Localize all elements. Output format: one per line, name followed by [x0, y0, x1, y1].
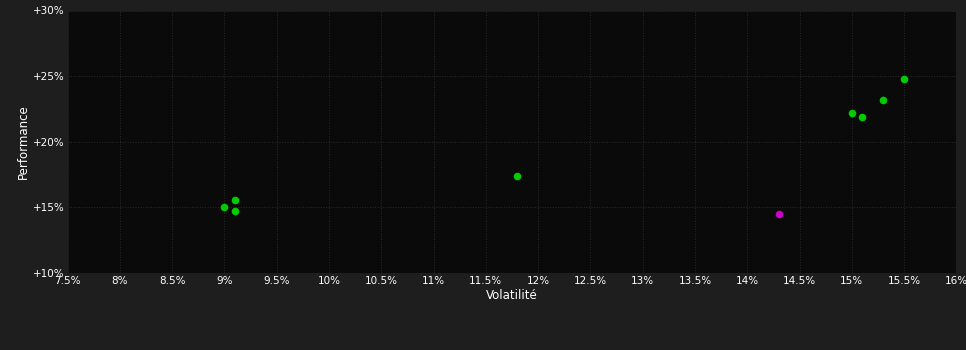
X-axis label: Volatilité: Volatilité: [486, 288, 538, 302]
Point: [227, 197, 242, 202]
Point: [855, 114, 870, 120]
Point: [227, 209, 242, 214]
Point: [771, 211, 786, 217]
Point: [509, 173, 525, 179]
Point: [844, 110, 860, 116]
Point: [875, 97, 891, 103]
Point: [896, 76, 912, 82]
Y-axis label: Performance: Performance: [17, 104, 30, 179]
Point: [216, 204, 232, 210]
